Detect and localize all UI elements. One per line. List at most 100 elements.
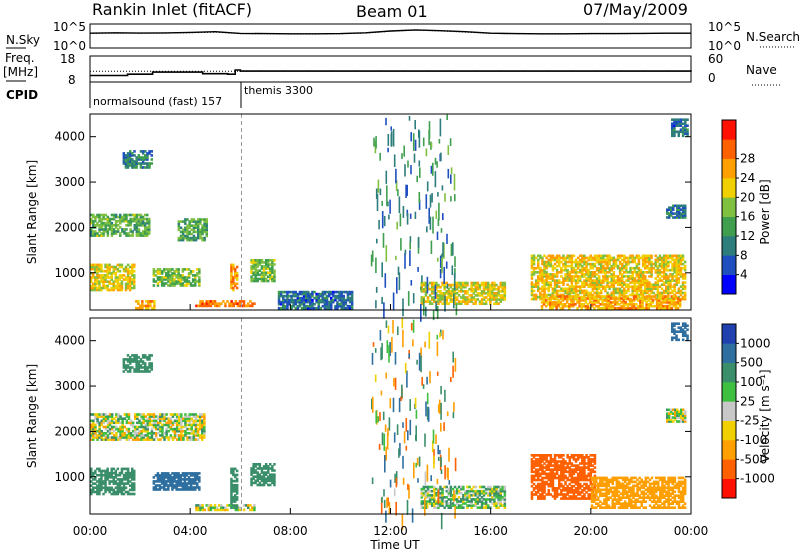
heatmap-cell (327, 302, 331, 306)
heatmap-cell (654, 277, 657, 280)
heatmap-cell (430, 496, 434, 499)
heatmap-cell (194, 238, 198, 242)
heatmap-cell (191, 478, 195, 481)
heatmap-cell (104, 484, 107, 487)
heatmap-cell (90, 234, 93, 237)
heatmap-cell (269, 275, 272, 279)
heatmap-cell (447, 502, 450, 505)
heatmap-cell (482, 302, 486, 305)
heatmap-cell (541, 489, 544, 492)
heatmap-cell (572, 285, 576, 288)
heatmap-cell (489, 491, 492, 495)
heatmap-cell (462, 290, 465, 293)
heatmap-cell (167, 284, 170, 287)
heatmap-cell (102, 419, 106, 423)
heatmap-cell (141, 300, 144, 303)
heatmap-cell (124, 282, 128, 286)
heatmap-cell (197, 230, 200, 234)
heatmap-cell (604, 266, 607, 270)
heatmap-cell (189, 284, 193, 287)
heatmap-cell (190, 427, 193, 431)
heatmap-cell (558, 258, 561, 262)
heatmap-cell (273, 473, 276, 476)
heatmap-cell (576, 295, 579, 298)
heatmap-cell (267, 259, 270, 262)
heatmap-cell (539, 279, 542, 282)
heatmap-cell (451, 290, 455, 293)
heatmap-cell (420, 287, 423, 291)
heatmap-cell (110, 230, 114, 233)
heatmap-cell (102, 224, 105, 227)
heatmap-cell (256, 471, 259, 474)
heatmap-cell (679, 130, 683, 134)
heatmap-cell (98, 427, 101, 431)
heatmap-cell (124, 482, 128, 485)
heatmap-cell (499, 300, 502, 303)
heatmap-cell (541, 271, 544, 274)
heatmap-cell (630, 301, 634, 304)
heatmap-cell (497, 494, 500, 497)
heatmap-cell (133, 166, 136, 169)
heatmap-cell (646, 271, 649, 274)
heatmap-cell (439, 504, 442, 507)
heatmap-cell (658, 303, 661, 306)
heatmap-cell (125, 436, 129, 439)
heatmap-cell (188, 232, 191, 236)
heatmap-cell (160, 282, 164, 285)
heatmap-cell (184, 220, 187, 223)
heatmap-cell (190, 224, 193, 227)
heatmap-cell (201, 224, 204, 227)
heatmap-cell (114, 492, 118, 496)
heatmap-cell (381, 200, 383, 206)
heatmap-cell (581, 273, 584, 276)
heatmap-cell (676, 299, 680, 302)
heatmap-cell (503, 296, 507, 299)
heatmap-cell (549, 275, 553, 278)
heatmap-cell (177, 272, 180, 275)
heatmap-cell (100, 478, 103, 481)
heatmap-cell (568, 277, 571, 280)
heatmap-cell (203, 425, 206, 429)
heatmap-cell (116, 288, 120, 292)
heatmap-cell (271, 271, 274, 274)
heatmap-cell (116, 478, 120, 481)
heatmap-cell (124, 265, 128, 269)
heatmap-cell (662, 304, 665, 308)
heatmap-cell (348, 296, 352, 300)
heatmap-cell (98, 230, 101, 233)
heatmap-cell (205, 300, 208, 303)
heatmap-cell (94, 265, 97, 269)
heatmap-cell (150, 423, 154, 427)
heatmap-cell (453, 300, 457, 303)
heatmap-cell (555, 303, 558, 306)
heatmap-cell (199, 228, 202, 232)
heatmap-cell (604, 279, 607, 282)
heatmap-cell (534, 474, 538, 478)
heatmap-cell (433, 504, 436, 507)
heatmap-cell (631, 266, 634, 270)
heatmap-cell (178, 415, 181, 418)
heatmap-cell (537, 470, 540, 474)
heatmap-cell (583, 258, 586, 262)
heatmap-cell (188, 236, 191, 240)
heatmap-cell (100, 221, 103, 225)
heatmap-cell (460, 498, 463, 501)
heatmap-cell (549, 281, 553, 284)
heatmap-cell (119, 215, 122, 219)
heatmap-cell (100, 415, 103, 418)
heatmap-cell (114, 224, 118, 227)
heatmap-cell (549, 297, 552, 300)
heatmap-cell (148, 224, 151, 227)
heatmap-cell (656, 273, 660, 276)
heatmap-cell (286, 306, 289, 310)
heatmap-cell (430, 504, 434, 507)
heatmap-cell (121, 425, 124, 429)
heatmap-cell (557, 301, 560, 304)
heatmap-cell (534, 472, 538, 476)
heatmap-cell (96, 467, 99, 471)
heatmap-cell (574, 285, 578, 288)
heatmap-cell (608, 268, 611, 272)
heatmap-cell (597, 291, 601, 295)
heatmap-cell (104, 221, 107, 225)
heatmap-cell (587, 275, 590, 278)
